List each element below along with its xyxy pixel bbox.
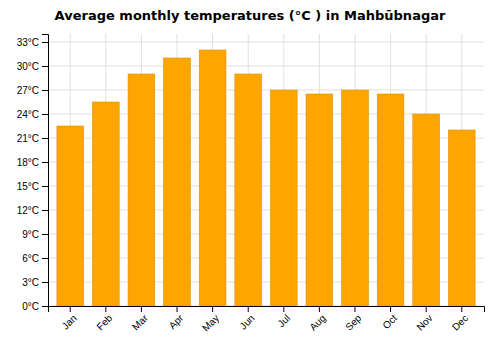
x-tick: Aug <box>308 306 328 333</box>
plot-area: 0°C 3°C 6°C 9°C 12°C 15°C 18°C 21°C 24°C 27°C 30°C… <box>17 34 485 334</box>
y-tick-label: 21°C <box>17 133 39 144</box>
bar <box>413 114 440 306</box>
y-tick: 15°C <box>17 181 48 192</box>
grid-line-y <box>48 42 484 43</box>
x-tick-mark <box>177 306 178 312</box>
y-tick: 33°C <box>17 37 48 48</box>
y-axis-line <box>42 35 49 307</box>
x-tick: Dec <box>450 306 470 333</box>
y-tick: 27°C <box>17 85 48 96</box>
y-tick: 12°C <box>17 205 48 216</box>
y-tick-mark <box>42 282 48 283</box>
chart: 0°C 3°C 6°C 9°C 12°C 15°C 18°C 21°C 24°C 27°C 30°C… <box>0 0 500 350</box>
y-tick-mark <box>42 66 48 67</box>
x-axis-line <box>49 307 485 313</box>
bars <box>57 50 475 306</box>
y-tick-mark <box>42 258 48 259</box>
x-tick-label: May <box>200 312 221 333</box>
y-tick: 3°C <box>22 277 48 288</box>
x-tick-mark <box>248 306 249 312</box>
y-tick-mark <box>42 162 48 163</box>
x-tick-mark <box>354 306 355 312</box>
grid-line-y <box>48 66 484 67</box>
x-tick-label: Aug <box>308 312 328 332</box>
x-tick-label: Mar <box>130 312 150 332</box>
x-tick-label: Nov <box>414 312 434 332</box>
y-tick-mark <box>42 90 48 91</box>
x-tick: Nov <box>414 306 434 333</box>
x-tick-label: Jul <box>275 312 292 329</box>
y-tick-mark <box>42 234 48 235</box>
x-tick: Feb <box>94 306 114 332</box>
x-tick-label: Feb <box>94 312 114 332</box>
grid <box>48 34 484 306</box>
bar <box>270 90 297 306</box>
y-tick-label: 30°C <box>17 61 39 72</box>
y-tick-mark <box>42 210 48 211</box>
y-tick-label: 6°C <box>22 253 39 264</box>
x-tick-label: Oct <box>380 312 399 331</box>
x-tick: Jul <box>275 306 292 329</box>
y-tick-label: 33°C <box>17 37 39 48</box>
x-tick: May <box>200 306 221 334</box>
y-tick-label: 0°C <box>22 301 39 312</box>
y-tick-mark <box>42 306 48 307</box>
y-tick-mark <box>42 138 48 139</box>
bar <box>342 90 369 306</box>
y-tick-label: 27°C <box>17 85 39 96</box>
y-tick-label: 18°C <box>17 157 39 168</box>
x-tick-mark <box>426 306 427 312</box>
x-tick: Jun <box>238 306 257 332</box>
x-tick-mark <box>105 306 106 312</box>
x-tick-label: Sep <box>343 312 364 333</box>
y-tick: 18°C <box>17 157 48 168</box>
y-tick-label: 15°C <box>17 181 39 192</box>
y-tick-label: 12°C <box>17 205 39 216</box>
x-tick: Jan <box>60 306 79 332</box>
bar <box>235 74 262 306</box>
y-tick-mark <box>42 186 48 187</box>
bar <box>377 94 404 306</box>
y-tick-label: 24°C <box>17 109 39 120</box>
x-tick-mark <box>212 306 213 312</box>
x-tick-mark <box>70 306 71 312</box>
x-axis: Jan Feb Mar Apr May Jun Jul Aug Sep Oct Nov Dec <box>49 306 485 334</box>
y-tick: 21°C <box>17 133 48 144</box>
grid-line-y <box>48 90 484 91</box>
x-tick-mark <box>319 306 320 312</box>
y-tick-mark <box>42 114 48 115</box>
x-tick-mark <box>283 306 284 312</box>
y-tick: 30°C <box>17 61 48 72</box>
y-tick: 24°C <box>17 109 48 120</box>
x-tick-label: Jan <box>60 312 79 331</box>
bar <box>128 74 155 306</box>
y-tick-label: 3°C <box>22 277 39 288</box>
bar <box>448 130 475 306</box>
bar <box>199 50 226 306</box>
x-tick: Apr <box>167 306 186 331</box>
y-tick-mark <box>42 42 48 43</box>
x-tick-mark <box>141 306 142 312</box>
y-tick: 6°C <box>22 253 48 264</box>
x-tick-label: Dec <box>450 312 470 332</box>
x-tick-label: Jun <box>238 312 257 331</box>
title: Average monthly temperatures (°C ) in Ma… <box>55 8 446 23</box>
y-tick: 0°C <box>22 301 48 312</box>
bar <box>306 94 333 306</box>
x-tick: Sep <box>343 306 364 333</box>
x-tick-label: Apr <box>167 312 186 331</box>
x-tick: Oct <box>380 306 399 331</box>
y-axis: 0°C 3°C 6°C 9°C 12°C 15°C 18°C 21°C 24°C 27°C 30°C… <box>17 35 49 312</box>
x-tick-mark <box>390 306 391 312</box>
x-tick: Mar <box>130 306 150 332</box>
y-tick: 9°C <box>22 229 48 240</box>
bar <box>164 58 191 306</box>
x-tick-mark <box>461 306 462 312</box>
y-tick-label: 9°C <box>22 229 39 240</box>
bar <box>92 102 119 306</box>
bar <box>57 126 84 306</box>
